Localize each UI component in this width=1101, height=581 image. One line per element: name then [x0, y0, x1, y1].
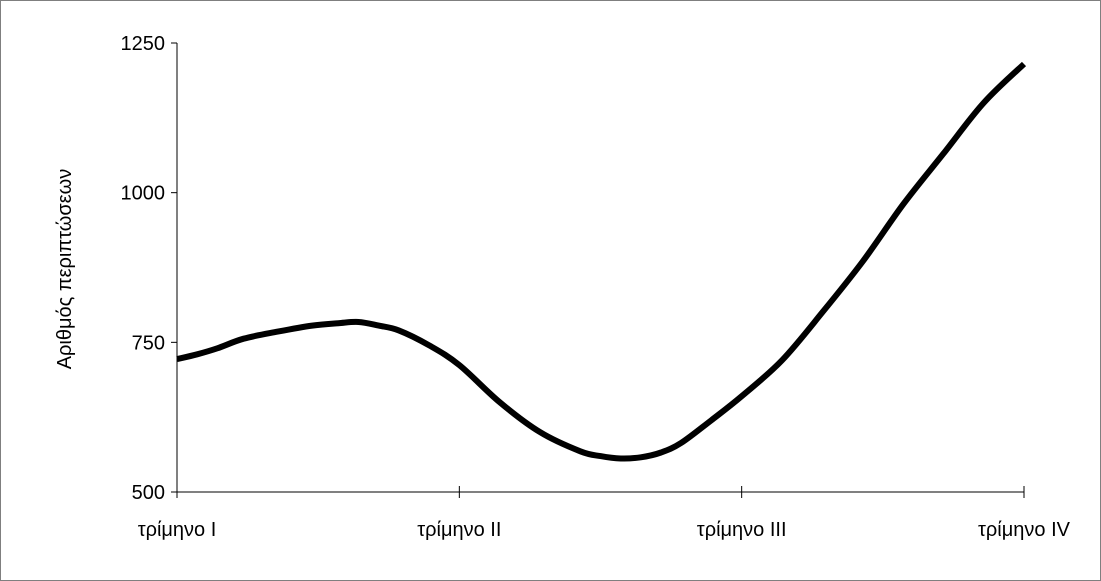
x-tick-label: τρίμηνο II: [417, 519, 501, 541]
y-tick-labels: 500 750 1000 1250: [121, 33, 166, 504]
x-tick-labels: τρίμηνο I τρίμηνο II τρίμηνο III τρίμηνο IV: [138, 519, 1071, 541]
y-tick-label: 500: [132, 482, 165, 504]
y-axis-title: Αριθμός περιπτώσεων: [54, 169, 76, 370]
x-tick-label: τρίμηνο IV: [978, 519, 1071, 541]
x-tick-label: τρίμηνο III: [697, 519, 787, 541]
y-tick-label: 1250: [121, 33, 166, 55]
x-tick-label: τρίμηνο I: [138, 519, 217, 541]
y-tick-label: 1000: [121, 183, 166, 205]
series-line: [177, 64, 1024, 459]
chart-axes: [171, 43, 1024, 498]
y-tick-label: 750: [132, 332, 165, 354]
series-layer: [177, 64, 1024, 459]
